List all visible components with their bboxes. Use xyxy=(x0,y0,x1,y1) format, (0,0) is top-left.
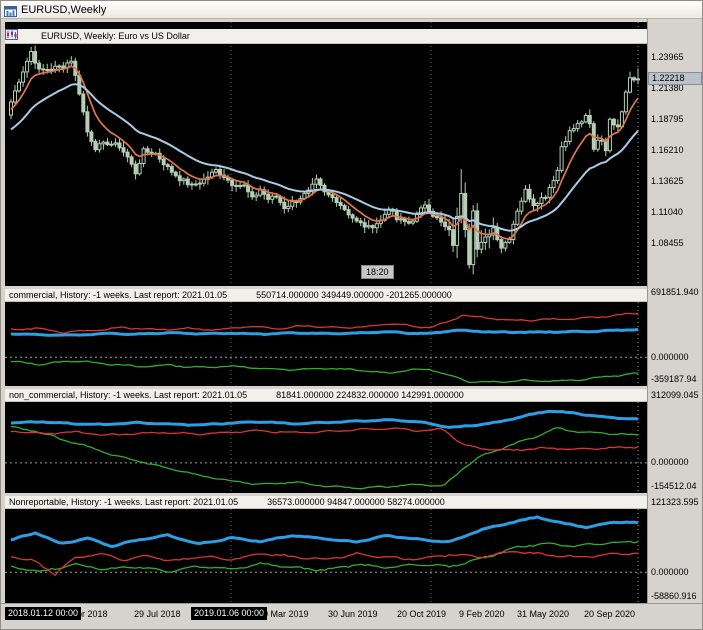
time-scale-label: 0 Mar 2019 xyxy=(263,609,309,619)
pane-separator[interactable] xyxy=(1,386,702,389)
crosshair-time-label: 18:20 xyxy=(361,265,394,279)
indicator-scale-max-label: 121323.595 xyxy=(651,497,699,507)
indicator-scale-zero-label: 0.000000 xyxy=(651,352,689,362)
current-price-box: 1.22218 xyxy=(648,72,702,85)
pane-separator[interactable] xyxy=(1,286,702,289)
indicator-header-band: commercial, History: -1 weeks. Last repo… xyxy=(5,289,647,302)
price-scale-label: 1.16210 xyxy=(651,145,684,155)
price-scale-label: 1.23965 xyxy=(651,52,684,62)
chart-window-icon xyxy=(4,4,17,17)
time-scale-label: 31 May 2020 xyxy=(517,609,570,619)
indicator-pane-commercial[interactable]: commercial, History: -1 weeks. Last repo… xyxy=(5,289,647,386)
price-scale-label: 1.13625 xyxy=(651,176,684,186)
indicator-scale-min-label: -154512.04 xyxy=(651,481,697,491)
indicator-pane-non-commercial[interactable]: non_commercial, History: -1 weeks. Last … xyxy=(5,389,647,493)
window-title: EURUSD,Weekly xyxy=(21,3,107,16)
indicator-scale-min-label: -359187.94 xyxy=(651,374,697,384)
indicator-scale-max-label: 691851.940 xyxy=(651,287,699,297)
indicator-canvas-nonreportable[interactable] xyxy=(5,509,647,603)
time-scale-label: 2019.01.06 00:00 xyxy=(191,607,268,620)
indicator-canvas-commercial[interactable] xyxy=(5,302,647,386)
pane-separator[interactable] xyxy=(1,493,702,496)
time-axis[interactable] xyxy=(1,603,702,629)
time-scale-label: 2018.01.12 00:00 xyxy=(5,607,82,620)
indicator-scale-max-label: 312099.045 xyxy=(651,390,699,400)
indicator-values-label: 550714.000000 349449.000000 -201265.0000… xyxy=(256,290,452,300)
price-scale-label: 1.11040 xyxy=(651,207,683,217)
indicator-values-label: 81841.000000 224832.000000 142991.000000 xyxy=(276,390,464,400)
indicator-header-label: non_commercial, History: -1 weeks. Last … xyxy=(9,390,248,400)
indicator-scale-min-label: -58860.916 xyxy=(651,591,697,601)
time-scale-label: 30 Jun 2019 xyxy=(328,609,378,619)
indicator-scale-zero-label: 0.000000 xyxy=(651,457,689,467)
indicator-header-band: non_commercial, History: -1 weeks. Last … xyxy=(5,389,647,402)
indicator-header-band: Nonreportable, History: -1 weeks. Last r… xyxy=(5,496,647,509)
time-scale-label: 20 Sep 2020 xyxy=(584,609,636,619)
time-scale-label: pr 2018 xyxy=(77,609,108,619)
indicator-values-label: 36573.000000 94847.000000 58274.000000 xyxy=(267,497,445,507)
chart-header-band: EURUSD, Weekly: Euro vs US Dollar xyxy=(5,29,647,44)
symbol-icon[interactable] xyxy=(5,29,38,42)
price-scale-label: 1.08455 xyxy=(651,238,684,248)
indicator-header-label: Nonreportable, History: -1 weeks. Last r… xyxy=(9,497,239,507)
time-scale-label: 20 Oct 2019 xyxy=(397,609,447,619)
main-chart-canvas[interactable] xyxy=(5,22,647,286)
price-scale-label: 1.18795 xyxy=(651,114,684,124)
indicator-header-label: commercial, History: -1 weeks. Last repo… xyxy=(9,290,228,300)
indicator-scale-zero-label: 0.000000 xyxy=(651,567,689,577)
indicator-canvas-non-commercial[interactable] xyxy=(5,402,647,493)
indicator-pane-nonreportable[interactable]: Nonreportable, History: -1 weeks. Last r… xyxy=(5,496,647,603)
chart-symbol-label: EURUSD, Weekly: Euro vs US Dollar xyxy=(41,31,190,41)
price-scale-label: 1.21380 xyxy=(651,83,684,93)
time-scale-label: 29 Jul 2018 xyxy=(134,609,181,619)
window-titlebar[interactable]: EURUSD,Weekly xyxy=(1,1,702,19)
main-chart-pane[interactable]: EURUSD, Weekly: Euro vs US Dollar 18:20 xyxy=(5,22,647,286)
time-scale-label: 9 Feb 2020 xyxy=(459,609,505,619)
price-axis[interactable] xyxy=(647,19,702,603)
